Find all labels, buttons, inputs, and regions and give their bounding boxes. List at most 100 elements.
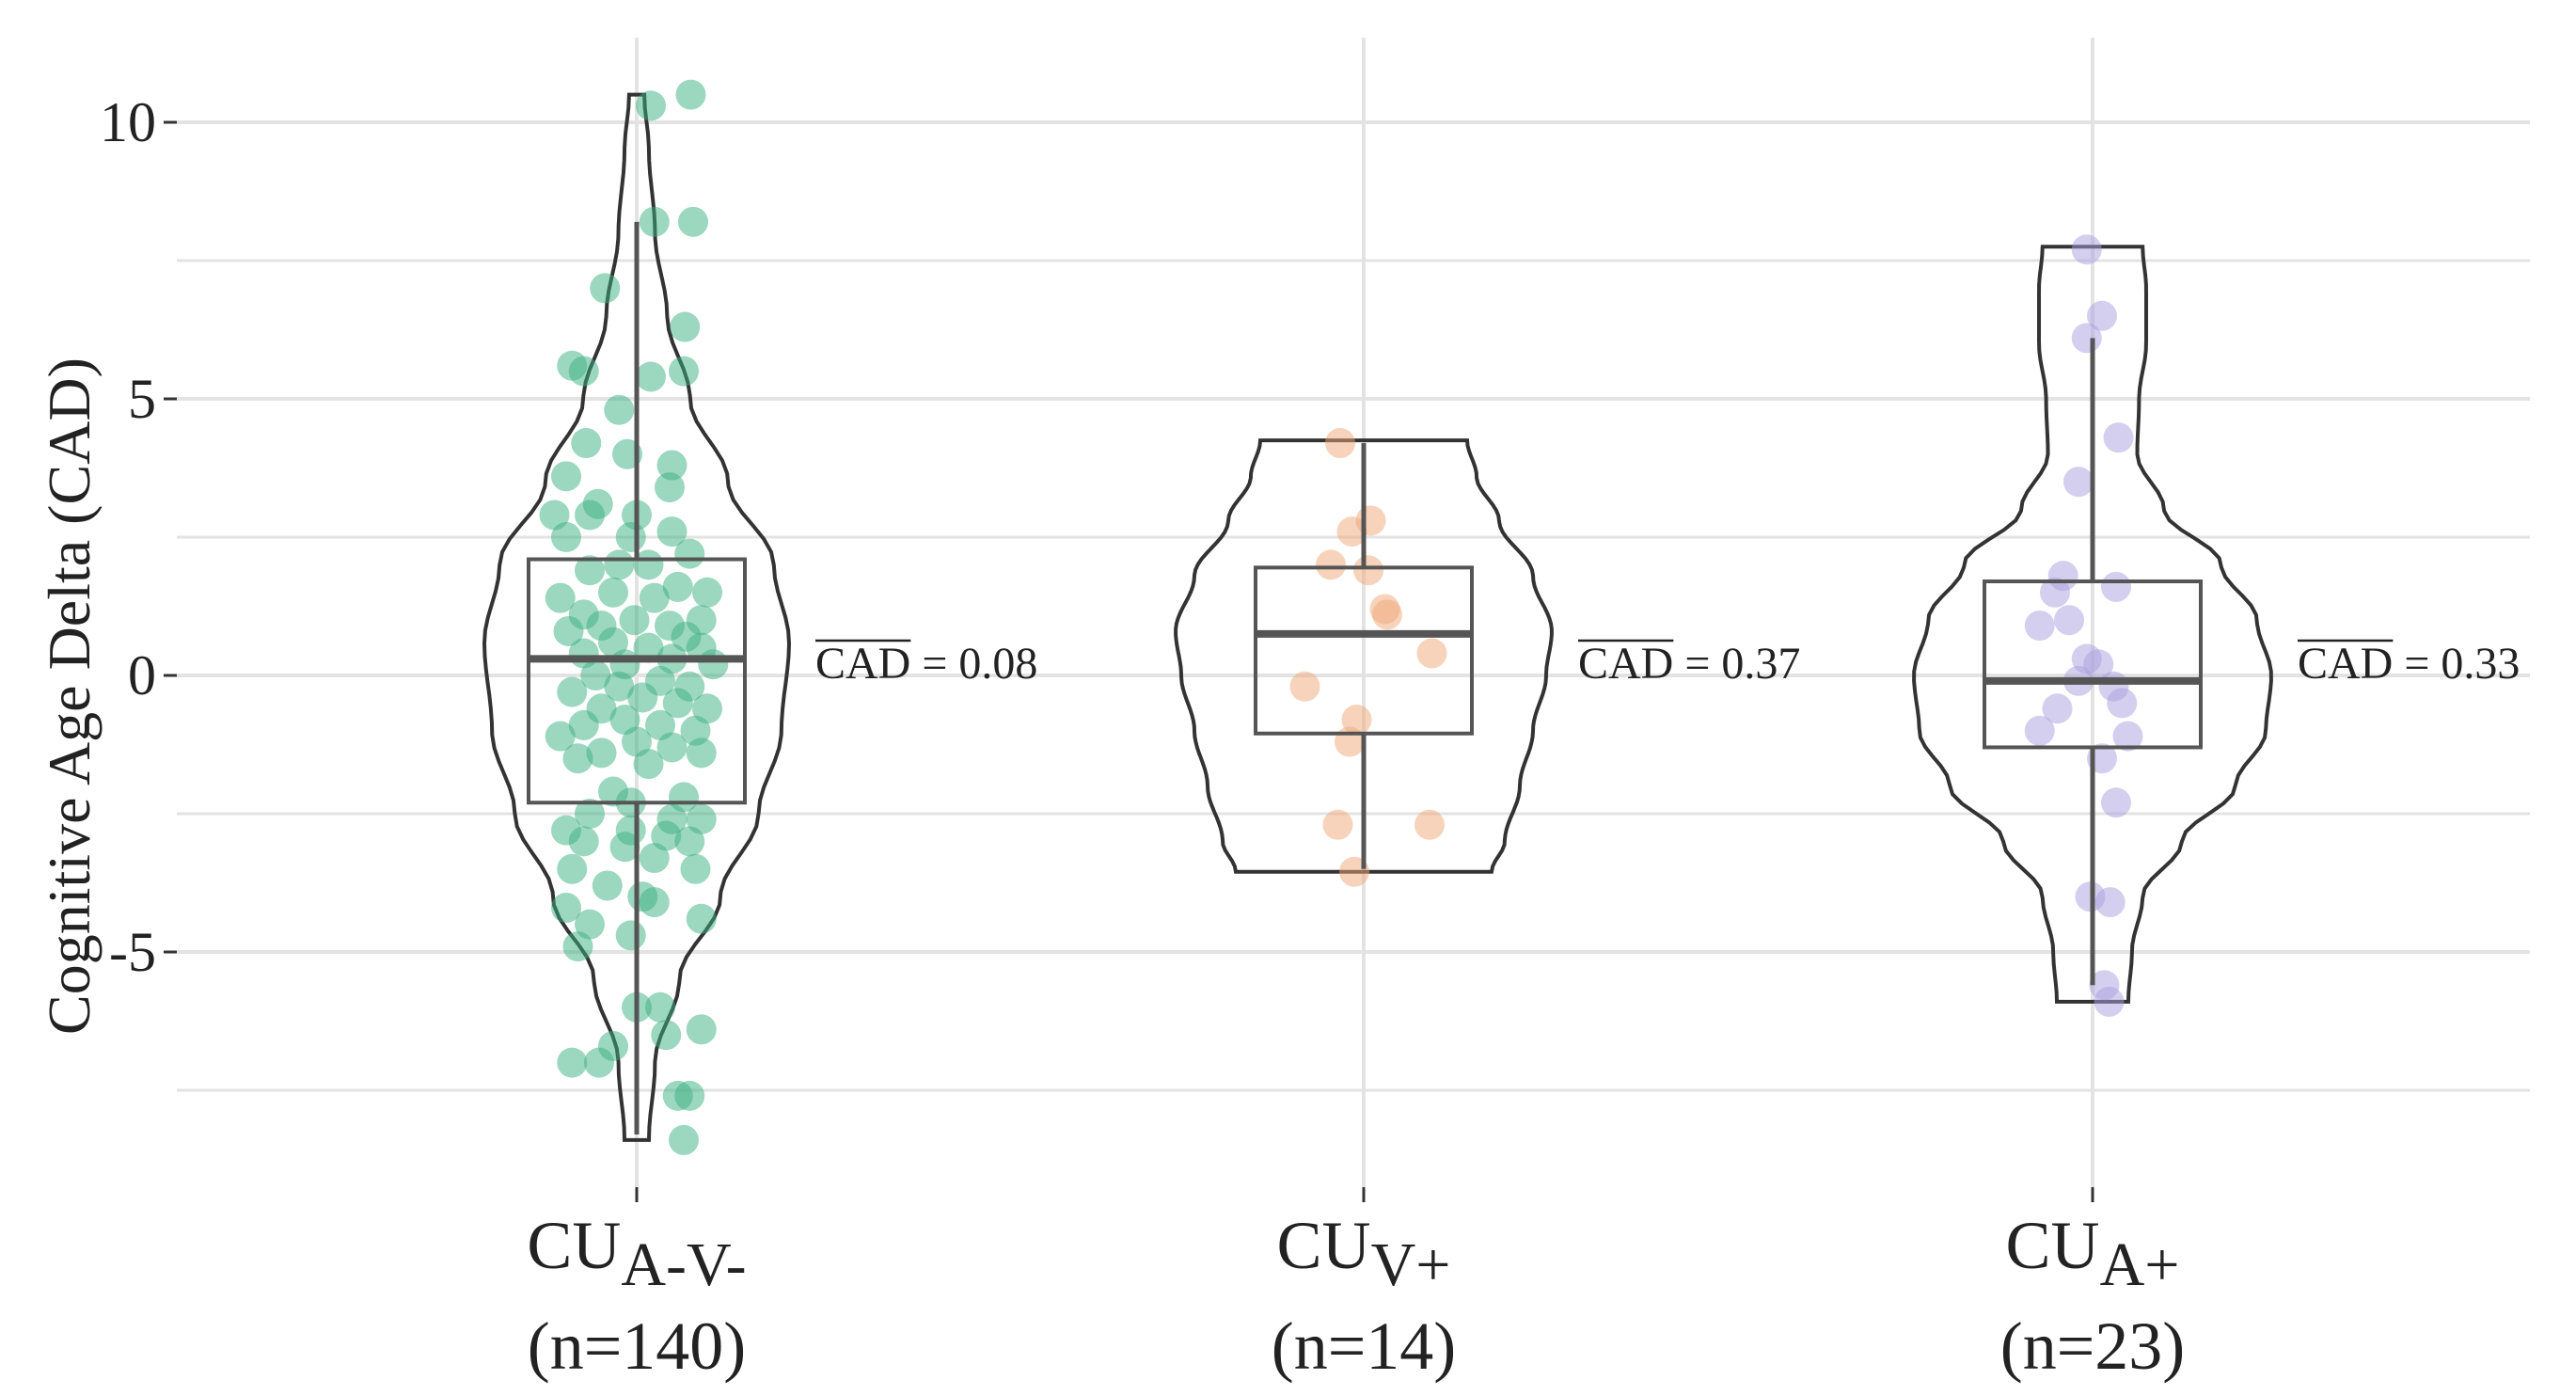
box-iqr bbox=[1254, 565, 1474, 736]
data-point bbox=[562, 743, 593, 774]
data-point bbox=[1353, 555, 1383, 586]
data-point bbox=[633, 549, 664, 580]
data-point bbox=[636, 90, 666, 121]
data-point bbox=[1416, 638, 1447, 669]
data-point bbox=[551, 892, 581, 923]
data-point bbox=[2024, 611, 2055, 642]
data-point bbox=[639, 887, 670, 918]
data-point bbox=[674, 1080, 705, 1111]
data-point bbox=[584, 1047, 614, 1078]
y-axis-label: Cognitive Age Delta (CAD) bbox=[36, 357, 103, 1035]
data-point bbox=[2040, 577, 2070, 608]
mean-annotation: CAD = 0.33 bbox=[2298, 639, 2520, 689]
data-point bbox=[580, 660, 611, 690]
x-sample-size-label: (n=23) bbox=[2000, 1309, 2186, 1384]
data-point bbox=[604, 394, 635, 425]
data-point bbox=[678, 206, 708, 237]
y-axis: -5 0 5 10 bbox=[100, 91, 177, 983]
data-point bbox=[636, 361, 666, 392]
violin-outline bbox=[482, 92, 792, 1142]
data-point bbox=[1414, 809, 1445, 840]
y-tick-label: -5 bbox=[109, 921, 156, 983]
data-point bbox=[622, 726, 652, 757]
data-point bbox=[1289, 671, 1320, 702]
data-point bbox=[662, 688, 693, 719]
mean-annotations: CAD = 0.08 CAD = 0.37 CAD = 0.33 bbox=[815, 639, 2520, 689]
data-point bbox=[562, 931, 593, 962]
data-point bbox=[571, 428, 602, 459]
data-point bbox=[609, 705, 640, 736]
data-point bbox=[1335, 726, 1365, 757]
data-point bbox=[686, 1014, 717, 1045]
data-point bbox=[598, 577, 628, 608]
data-point bbox=[655, 472, 685, 503]
data-point bbox=[662, 571, 693, 602]
data-point bbox=[568, 709, 599, 740]
data-point bbox=[633, 749, 664, 780]
x-tick-label: CUV+ bbox=[1277, 1208, 1451, 1299]
data-point bbox=[698, 649, 729, 680]
data-point bbox=[568, 356, 599, 387]
data-point bbox=[557, 1047, 588, 1078]
data-point bbox=[590, 273, 621, 304]
data-point bbox=[615, 920, 646, 951]
data-point bbox=[669, 356, 699, 387]
x-tick-label: CUA-V- bbox=[527, 1208, 746, 1299]
boxplots bbox=[527, 221, 2203, 1135]
data-point bbox=[651, 820, 682, 851]
data-point bbox=[545, 582, 576, 613]
data-point bbox=[2083, 649, 2114, 680]
data-point bbox=[656, 516, 687, 547]
data-point bbox=[669, 782, 699, 813]
data-point bbox=[575, 500, 605, 531]
data-point bbox=[592, 870, 623, 901]
x-tick-label: CUA+ bbox=[2006, 1208, 2180, 1299]
data-point bbox=[2094, 887, 2126, 918]
data-point bbox=[692, 577, 722, 608]
y-tick-label: 5 bbox=[128, 368, 156, 430]
data-point bbox=[553, 615, 584, 646]
x-sample-size-label: (n=140) bbox=[528, 1309, 747, 1384]
data-point bbox=[575, 799, 605, 829]
data-point bbox=[2101, 787, 2131, 818]
data-point bbox=[627, 682, 658, 713]
data-point bbox=[2087, 300, 2117, 331]
x-sample-size-label: (n=14) bbox=[1272, 1309, 1457, 1384]
data-point bbox=[1325, 428, 1355, 459]
data-point bbox=[2042, 693, 2073, 724]
data-point bbox=[539, 500, 570, 531]
data-point bbox=[639, 582, 670, 613]
data-point bbox=[1322, 809, 1353, 840]
data-point bbox=[604, 549, 635, 580]
data-point bbox=[2071, 234, 2102, 265]
data-point bbox=[686, 738, 717, 769]
data-point bbox=[2112, 721, 2143, 752]
data-point bbox=[639, 843, 670, 874]
x-axis: CUA-V- (n=140) CUV+ (n=14) CUA+ (n=23) bbox=[527, 1187, 2185, 1384]
data-point bbox=[551, 522, 581, 552]
data-point bbox=[2094, 986, 2125, 1017]
data-point bbox=[686, 803, 717, 834]
data-point bbox=[645, 991, 675, 1023]
data-point bbox=[575, 555, 605, 586]
y-tick-label: 10 bbox=[100, 91, 156, 153]
data-point bbox=[645, 709, 675, 740]
data-point bbox=[615, 522, 646, 552]
data-point bbox=[575, 909, 605, 940]
box-iqr bbox=[527, 557, 747, 805]
data-point bbox=[2107, 688, 2138, 719]
data-point bbox=[619, 605, 650, 636]
data-point bbox=[2101, 571, 2131, 602]
data-point bbox=[557, 676, 588, 707]
data-point bbox=[2063, 467, 2094, 498]
data-point bbox=[669, 1124, 699, 1155]
data-point bbox=[656, 450, 687, 481]
box-iqr bbox=[1983, 579, 2203, 750]
mean-annotation: CAD = 0.08 bbox=[815, 639, 1037, 689]
data-point bbox=[609, 832, 640, 863]
data-point bbox=[651, 1020, 682, 1051]
violin-shapes bbox=[482, 92, 2273, 1142]
y-tick-label: 0 bbox=[128, 644, 156, 706]
data-point bbox=[551, 461, 581, 492]
